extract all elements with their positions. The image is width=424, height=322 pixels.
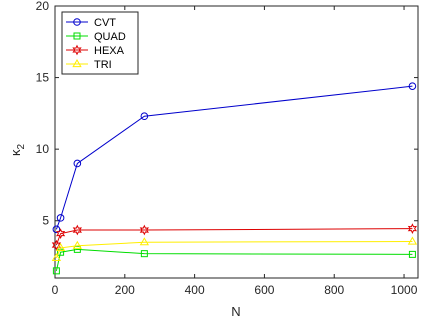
series-layer	[51, 82, 418, 275]
y-tick-label: 5	[42, 214, 49, 228]
legend: CVT QUAD HEXA TRI	[61, 11, 139, 75]
legend-label-tri: TRI	[94, 59, 112, 71]
x-tick-label: 600	[254, 283, 274, 297]
data-point-quad	[140, 250, 148, 258]
data-point-quad	[408, 250, 416, 258]
data-point-hexa	[407, 223, 418, 234]
legend-label-cvt: CVT	[94, 17, 116, 29]
y-tick-label: 10	[36, 142, 50, 156]
data-point-tri	[407, 236, 418, 245]
x-tick-label: 200	[115, 283, 135, 297]
svg-text:κ2: κ2	[8, 144, 27, 157]
series-cvt	[52, 82, 417, 234]
data-point-tri	[55, 242, 66, 252]
data-point-cvt	[52, 225, 61, 234]
x-tick-label: 800	[324, 283, 344, 297]
data-point-tri	[72, 240, 83, 249]
y-axis-title-main: κ	[8, 149, 23, 156]
x-axis-title: N	[231, 304, 240, 319]
y-tick-label: 20	[36, 0, 50, 13]
axes-box	[54, 5, 419, 279]
x-tick-label: 1000	[391, 283, 418, 297]
series-line-hexa	[55, 228, 413, 246]
series-line-tri	[55, 240, 413, 259]
data-point-hexa	[55, 228, 66, 239]
data-point-cvt	[140, 112, 149, 121]
data-point-tri	[51, 252, 62, 262]
x-tick-label: 0	[52, 283, 59, 297]
axes: 0 200 400 600 800 1000 5 10 15 20	[36, 0, 419, 297]
legend-marker-hexa	[72, 44, 82, 56]
data-point-hexa	[139, 224, 149, 236]
series-tri	[51, 236, 418, 262]
legend-marker-quad	[73, 32, 81, 40]
series-line-cvt	[55, 85, 413, 230]
data-point-tri	[139, 237, 150, 246]
series-hexa	[51, 223, 418, 251]
y-tick-label: 15	[36, 71, 50, 85]
data-point-cvt	[408, 82, 417, 90]
data-point-quad	[73, 245, 81, 253]
data-point-hexa	[51, 239, 62, 251]
legend-label-hexa: HEXA	[94, 45, 125, 57]
legend-marker-tri	[72, 58, 82, 68]
legend-marker-cvt	[73, 18, 81, 26]
data-point-cvt	[73, 159, 82, 168]
y-axis-title: κ2	[8, 144, 27, 157]
data-point-quad	[52, 267, 60, 275]
data-point-hexa	[72, 224, 82, 236]
y-axis-title-sub: 2	[16, 144, 27, 150]
x-tick-label: 400	[185, 283, 205, 297]
data-point-cvt	[56, 214, 65, 222]
legend-label-quad: QUAD	[94, 31, 126, 43]
